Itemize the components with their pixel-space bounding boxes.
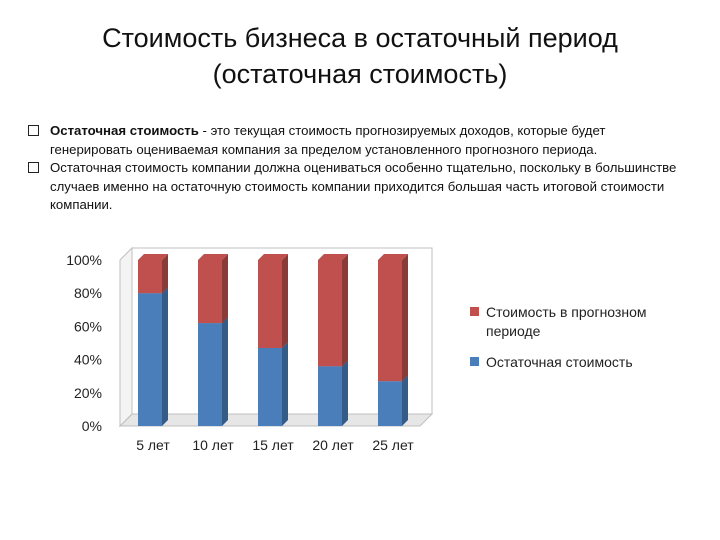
bar-segment-side <box>282 341 288 426</box>
bar-segment-side <box>222 317 228 426</box>
y-tick-label: 40% <box>74 352 102 368</box>
bar-segment <box>258 347 282 426</box>
legend-label: Остаточная стоимость <box>486 354 633 370</box>
bar-segment <box>198 323 222 426</box>
x-tick-label: 20 лет <box>312 437 354 453</box>
x-tick-label: 15 лет <box>252 437 294 453</box>
bar-segment <box>198 260 222 324</box>
legend-swatch <box>470 357 479 366</box>
y-tick-label: 20% <box>74 385 102 401</box>
bar-segment-top <box>258 254 288 260</box>
stacked-bar-chart: 0% 20% 40% 60% 80% 100% 5 лет 10 лет 15 лет 20 ле… <box>66 246 647 453</box>
checkbox-bullet-icon <box>28 159 50 215</box>
y-tick-label: 60% <box>74 318 102 334</box>
y-tick-label: 0% <box>82 418 102 434</box>
x-tick-label: 10 лет <box>192 437 234 453</box>
y-tick-label: 80% <box>74 285 102 301</box>
checkbox-bullet-icon <box>28 122 50 159</box>
bar-segment <box>378 381 402 426</box>
bar-segment <box>318 366 342 426</box>
bar-segment-side <box>282 254 288 348</box>
bullet-definition: - это текущая стоимость прогнозируемых д… <box>50 123 606 157</box>
slide-title-line-2: (остаточная стоимость) <box>212 59 508 89</box>
bar-segment-side <box>342 360 348 426</box>
bullet-definition: Остаточная стоимость компании должна оце… <box>50 160 677 212</box>
bar-segment-side <box>162 254 168 294</box>
slide-title-line-1: Стоимость бизнеса в остаточный период <box>102 23 618 53</box>
bar-segment <box>318 260 342 367</box>
x-tick-label: 5 лет <box>136 437 170 453</box>
bullet-list: Остаточная стоимость - это текущая стоим… <box>28 122 688 215</box>
y-tick-label: 100% <box>66 252 102 268</box>
slide-title: Стоимость бизнеса в остаточный период (о… <box>60 20 660 92</box>
bar-segment <box>258 260 282 348</box>
bar-segment <box>138 260 162 294</box>
bar-segment <box>138 293 162 426</box>
bullet-text: Остаточная стоимость - это текущая стоим… <box>50 122 688 159</box>
bar-segment-side <box>162 287 168 426</box>
bullet-item: Остаточная стоимость - это текущая стоим… <box>28 122 688 159</box>
bullet-item: Остаточная стоимость компании должна оце… <box>28 159 688 215</box>
bullet-text: Остаточная стоимость компании должна оце… <box>50 159 688 215</box>
legend-swatch <box>470 307 479 316</box>
bullet-term: Остаточная стоимость <box>50 123 199 138</box>
legend-label: Стоимость в прогнозном <box>486 304 647 320</box>
bar-segment-side <box>402 254 408 382</box>
bar-segment <box>378 260 402 382</box>
chart-side-wall <box>119 246 133 428</box>
bar-segment-side <box>402 375 408 426</box>
bar-segment-top <box>198 254 228 260</box>
legend-label: периоде <box>486 323 541 339</box>
bar-segment-top <box>138 254 168 260</box>
bar-segment-top <box>378 254 408 260</box>
x-tick-label: 25 лет <box>372 437 414 453</box>
bar-segment-top <box>318 254 348 260</box>
bar-segment-side <box>222 254 228 324</box>
bar-segment-side <box>342 254 348 367</box>
